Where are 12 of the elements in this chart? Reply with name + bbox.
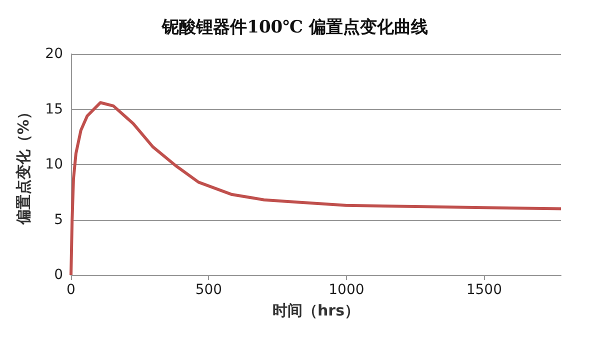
- y-tick-label: 15: [45, 101, 63, 118]
- x-tick-label: 1000: [328, 282, 364, 298]
- y-tick-label: 20: [45, 46, 63, 62]
- y-tick-label: 10: [45, 156, 63, 172]
- x-tick-label: 0: [66, 282, 76, 298]
- y-tick-label: 5: [54, 212, 63, 228]
- y-tick-label: 0: [54, 267, 63, 283]
- y-axis-title: 偏置点变化（%）: [14, 104, 32, 226]
- chart-title: 铌酸锂器件100℃ 偏置点变化曲线: [161, 18, 428, 38]
- x-tick-label: 500: [195, 282, 222, 298]
- x-tick-label: 1500: [466, 282, 502, 298]
- x-axis-title: 时间（hrs）: [272, 302, 360, 320]
